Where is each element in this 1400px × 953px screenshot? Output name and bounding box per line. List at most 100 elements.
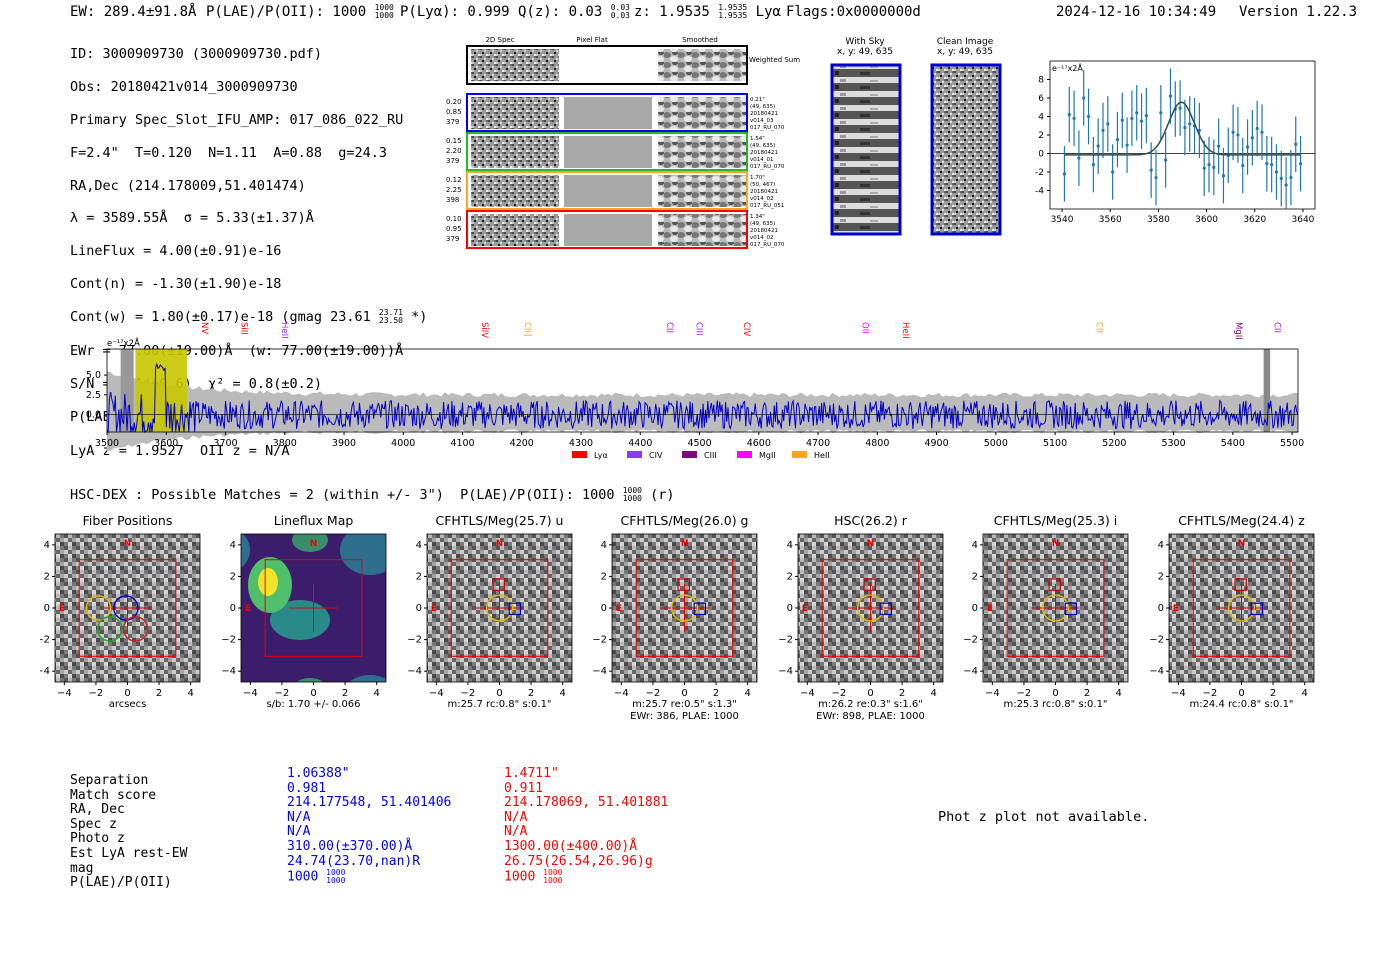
info-obs: Obs: 20180421v014_3000909730 (70, 79, 298, 96)
panel-xtick-label: 0 (1052, 688, 1058, 699)
panel-xtick-label: −4 (614, 688, 629, 699)
full-xtick-label: 3800 (273, 438, 297, 449)
match-value: 310.00(±370.00)Å (287, 838, 413, 854)
cutout-left-label: 0.95 (446, 225, 462, 233)
panel-north-label: N (681, 539, 689, 549)
full-line-marker-label: HeII (279, 322, 289, 339)
full-xtick-label: 5300 (1161, 438, 1185, 449)
panel-ytick-label: −4 (778, 666, 793, 677)
zoom-ytick-label: -4 (1035, 187, 1044, 197)
panel-north-label: N (310, 539, 318, 549)
full-line-marker-label: NV (199, 322, 209, 334)
panel-north-label: N (1238, 539, 1246, 549)
panel-caption-1: m:25.3 rc:0.8" s:0.1" (1003, 699, 1107, 710)
panel-ytick-label: 2 (416, 571, 422, 582)
match-value: 1000 1000 1000 (504, 868, 563, 886)
match-box-blue (508, 602, 522, 616)
zoom-data-point (1154, 175, 1158, 180)
panel-xtick-label: 2 (156, 688, 162, 699)
zoom-data-point (1212, 165, 1216, 169)
panel-title: CFHTLS/Meg(25.3) i (994, 513, 1118, 528)
match-value: 0.911 (504, 780, 544, 796)
zoom-ytick-label: 0 (1038, 150, 1044, 160)
panel-title: HSC(26.2) r (834, 513, 908, 528)
zoom-data-point (1197, 128, 1201, 132)
panel-ytick-label: 4 (416, 540, 422, 551)
zoom-data-point (1111, 170, 1115, 174)
header-plya: P(Lyα): 0.999 (400, 4, 510, 20)
panel-ytick-label: −2 (40, 635, 50, 646)
panel-caption-1: s/b: 1.70 +/- 0.066 (266, 699, 360, 710)
full-xtick-label: 4300 (569, 438, 593, 449)
header-qz: Q(z): 0.03 0.03 0.03 (518, 3, 630, 21)
full-legend-label: CIII (704, 451, 717, 460)
full-line-marker-label: OII (860, 322, 870, 334)
full-xtick-label: 4600 (747, 438, 771, 449)
fiber-circle-red (122, 616, 149, 642)
match-value: 214.177548, 51.401406 (287, 795, 452, 811)
zoom-data-point (1231, 130, 1235, 134)
match-box-blue (879, 602, 893, 616)
match-label: Separation (70, 773, 149, 788)
full-xtick-label: 4900 (924, 438, 948, 449)
cutout-right-label: 017_RU_070 (750, 125, 785, 131)
zoom-xtick-label: 3560 (1099, 215, 1122, 225)
cutout-right-label: 017_RU_051 (750, 203, 784, 209)
zoom-data-point (1091, 163, 1095, 167)
panel-ytick-label: 4 (787, 540, 793, 551)
cutout-left-label: 0.85 (446, 108, 462, 116)
plae-fraction: 1000 1000 (326, 868, 346, 886)
zoom-data-point (1250, 136, 1254, 140)
full-spectrum-line (106, 362, 1299, 434)
zoom-data-point (1284, 183, 1288, 187)
panel-ytick-label: 4 (230, 540, 236, 551)
zoom-data-point (1279, 176, 1283, 181)
panel-east-label: E (59, 604, 65, 614)
panel-xtick-label: −2 (1017, 688, 1032, 699)
full-xtick-label: 5200 (1102, 438, 1126, 449)
cutout-right-label: (49, 635) (750, 221, 775, 227)
full-ylabel: e⁻¹⁷x2Å (107, 337, 140, 349)
zoom-data-point (1115, 138, 1120, 142)
full-xtick-label: 4500 (687, 438, 711, 449)
panel-ytick-label: 4 (972, 540, 978, 551)
panel-caption-1: m:24.4 rc:0.8" s:0.1" (1189, 699, 1293, 710)
zoom-data-point (1125, 143, 1129, 147)
cutout-right-label: v014_03 (750, 118, 774, 124)
match-circle-yellow (1041, 594, 1070, 622)
panel-xtick-label: 0 (310, 688, 316, 699)
cutout-right-label: 1.70" (750, 175, 765, 181)
full-legend-swatch (682, 451, 697, 458)
fiber-circle-blue (113, 595, 139, 621)
panel-ytick-label: −2 (778, 635, 793, 646)
panel-east-label: E (987, 604, 993, 614)
hsc-title: HSC-DEX : Possible Matches = 2 (within +… (70, 486, 675, 504)
panel-ytick-label: −2 (1149, 635, 1164, 646)
full-xtick-label: 5100 (1043, 438, 1067, 449)
panel-xtick-label: 4 (187, 688, 193, 699)
panel-ytick-label: −4 (221, 666, 236, 677)
photz-note: Phot z plot not available. (938, 809, 1150, 825)
full-legend-label: MgII (759, 451, 776, 460)
full-plot-frame (106, 348, 1299, 433)
panel-ytick-label: 2 (972, 571, 978, 582)
panel-east-label: E (431, 604, 437, 614)
full-ytick-label: 5.0 (86, 370, 101, 381)
zoom-xtick-label: 3620 (1243, 215, 1266, 225)
clean-image (930, 63, 1002, 236)
panel-xtick-label: −2 (89, 688, 104, 699)
panel-north-label: N (1052, 539, 1060, 549)
cutout-right-label: 20180421 (750, 189, 778, 195)
cutout-left-label: 0.20 (446, 98, 462, 106)
panel-title: CFHTLS/Meg(26.0) g (621, 513, 749, 528)
panel-xtick-label: −2 (461, 688, 476, 699)
info-lambda: λ = 3589.55Å σ = 5.33(±1.37)Å (70, 210, 314, 227)
panel-ytick-label: 2 (1158, 571, 1164, 582)
match-label: P(LAE)/P(OII) (70, 875, 172, 891)
panel-xtick-label: 0 (867, 688, 873, 699)
match-value: N/A (287, 824, 311, 840)
header-z: z: 1.9535 1.9535 1.9535 Lyα (634, 3, 781, 21)
full-line-marker-label: CII (1094, 322, 1104, 333)
zoom-gaussian-fit (1064, 101, 1301, 156)
zoom-data-point (1168, 94, 1173, 98)
